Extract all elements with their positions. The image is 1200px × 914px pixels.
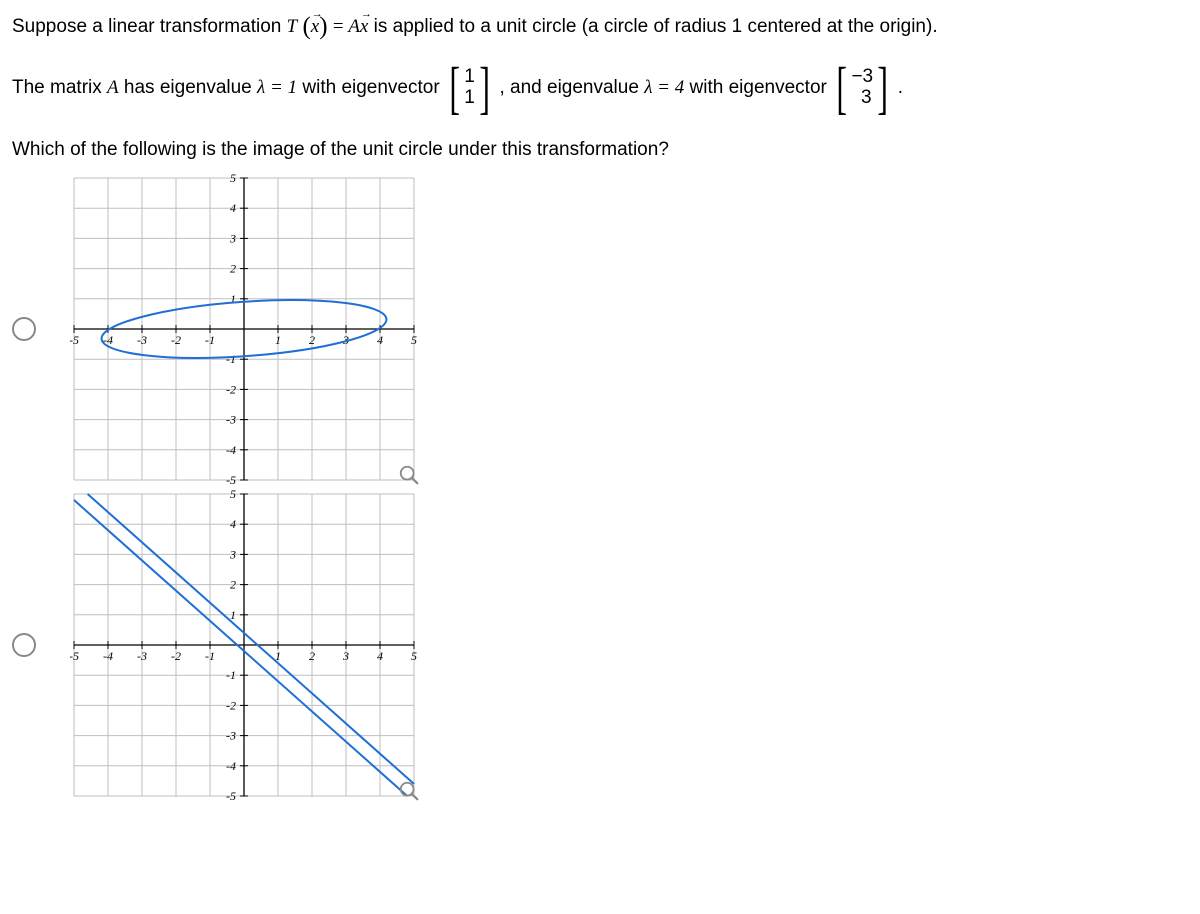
svg-text:-5: -5 xyxy=(70,333,79,347)
svg-text:-4: -4 xyxy=(103,649,113,663)
radio-option-1[interactable] xyxy=(12,317,36,341)
zoom-icon[interactable] xyxy=(398,464,420,486)
plot-1: -5-4-3-2-112345-5-4-3-2-112345 xyxy=(70,174,418,484)
lambda2: λ = 4 xyxy=(644,77,684,98)
svg-text:-5: -5 xyxy=(226,473,236,484)
eigenvector-2: [−33] xyxy=(832,64,892,112)
text: The matrix xyxy=(12,77,107,98)
plot-2: -5-4-3-2-112345-5-4-3-2-112345 xyxy=(70,490,418,800)
radio-option-2[interactable] xyxy=(12,633,36,657)
paren: ( xyxy=(302,13,310,40)
svg-text:-1: -1 xyxy=(205,333,215,347)
question-line-1: Suppose a linear transformation T (x) = … xyxy=(12,8,1188,46)
svg-text:-2: -2 xyxy=(171,649,181,663)
x-vec: x xyxy=(311,13,319,42)
A: A xyxy=(348,16,360,37)
svg-text:-5: -5 xyxy=(70,649,79,663)
question-line-2: The matrix A has eigenvalue λ = 1 with e… xyxy=(12,64,1188,112)
eigenvector-1: [11] xyxy=(445,64,494,112)
text: has eigenvalue xyxy=(124,77,257,98)
svg-text:4: 4 xyxy=(230,517,236,531)
svg-text:3: 3 xyxy=(342,649,349,663)
svg-text:-1: -1 xyxy=(226,352,236,366)
svg-text:3: 3 xyxy=(229,231,236,245)
svg-text:5: 5 xyxy=(230,490,236,501)
svg-text:2: 2 xyxy=(309,649,315,663)
svg-text:1: 1 xyxy=(230,608,236,622)
svg-text:1: 1 xyxy=(275,333,281,347)
svg-text:5: 5 xyxy=(411,649,417,663)
svg-text:2: 2 xyxy=(230,578,236,592)
svg-text:-4: -4 xyxy=(226,443,236,457)
svg-text:-1: -1 xyxy=(205,649,215,663)
svg-text:3: 3 xyxy=(229,547,236,561)
text: is applied to a unit circle (a circle of… xyxy=(374,16,938,37)
svg-text:4: 4 xyxy=(230,201,236,215)
question-line-3: Which of the following is the image of t… xyxy=(12,136,1188,165)
text: . xyxy=(898,77,903,98)
text: Suppose a linear transformation xyxy=(12,16,287,37)
svg-text:-3: -3 xyxy=(137,649,147,663)
lambda1: λ = 1 xyxy=(257,77,297,98)
A: A xyxy=(107,77,119,98)
svg-text:-3: -3 xyxy=(226,729,236,743)
svg-text:4: 4 xyxy=(377,649,383,663)
svg-text:-4: -4 xyxy=(226,759,236,773)
svg-text:-3: -3 xyxy=(226,413,236,427)
svg-text:5: 5 xyxy=(411,333,417,347)
svg-text:5: 5 xyxy=(230,174,236,185)
svg-text:-5: -5 xyxy=(226,789,236,800)
svg-text:-2: -2 xyxy=(171,333,181,347)
option-1: -5-4-3-2-112345-5-4-3-2-112345 xyxy=(12,174,1188,484)
zoom-icon[interactable] xyxy=(398,780,420,802)
svg-text:-2: -2 xyxy=(226,382,236,396)
text: , and eigenvalue xyxy=(499,77,644,98)
svg-text:2: 2 xyxy=(230,262,236,276)
option-2: -5-4-3-2-112345-5-4-3-2-112345 xyxy=(12,490,1188,800)
svg-text:-1: -1 xyxy=(226,668,236,682)
text: with eigenvector xyxy=(302,77,445,98)
text: with eigenvector xyxy=(690,77,833,98)
x-vec: x xyxy=(360,13,368,42)
svg-text:2: 2 xyxy=(309,333,315,347)
svg-text:4: 4 xyxy=(377,333,383,347)
T: T xyxy=(287,16,298,37)
svg-text:-2: -2 xyxy=(226,698,236,712)
svg-text:-3: -3 xyxy=(137,333,147,347)
